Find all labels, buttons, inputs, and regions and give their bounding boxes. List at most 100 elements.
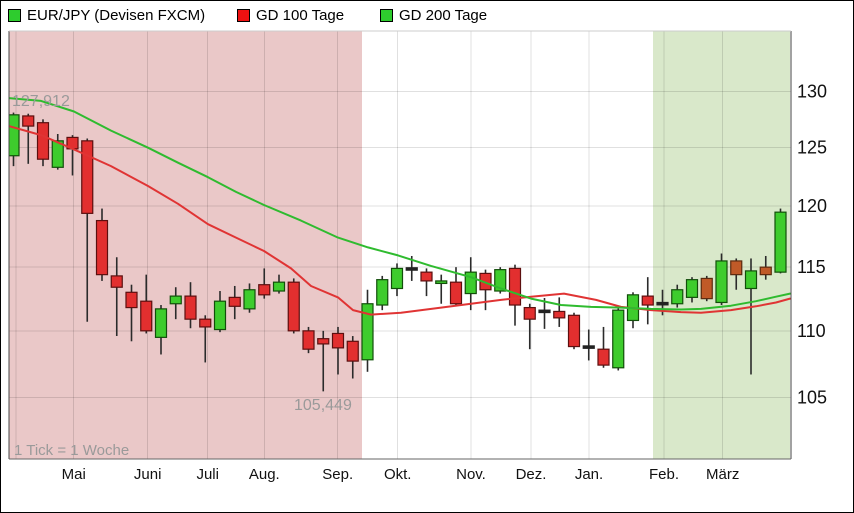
uptrend-region xyxy=(653,31,790,459)
candle xyxy=(258,268,271,299)
candle xyxy=(523,303,536,350)
candle-body xyxy=(376,279,389,306)
candle xyxy=(508,264,522,326)
candle-body xyxy=(553,310,566,319)
candle-body xyxy=(302,330,315,350)
downtrend-region xyxy=(9,31,362,459)
candle-body xyxy=(9,114,20,157)
candle-body xyxy=(213,300,227,331)
candle-body xyxy=(671,289,684,305)
candle xyxy=(110,257,123,337)
candle xyxy=(420,268,433,297)
gd200-series-swatch xyxy=(380,8,393,22)
candle xyxy=(641,277,654,325)
legend-label-eurjpy: EUR/JPY (Devisen FXCM) xyxy=(27,6,206,24)
x-axis-label: Feb. xyxy=(649,466,679,483)
x-axis-label: März xyxy=(706,466,739,483)
candle-body xyxy=(154,308,168,338)
candle-body xyxy=(523,306,536,320)
candle-body xyxy=(361,303,374,361)
candle xyxy=(228,285,241,320)
candle xyxy=(553,297,566,327)
candle-body xyxy=(228,296,241,307)
candle-body xyxy=(110,275,123,288)
candle-body xyxy=(184,295,197,320)
high-annotation: 127,912 xyxy=(12,93,70,110)
x-axis-label: Nov. xyxy=(456,466,486,483)
x-axis-label: Sep. xyxy=(322,466,353,483)
candle xyxy=(597,326,610,368)
candle-body xyxy=(140,300,153,332)
doji-body xyxy=(656,301,669,306)
candle xyxy=(715,253,728,306)
candle-body xyxy=(744,270,758,290)
y-axis-label: 130 xyxy=(797,82,827,102)
candle xyxy=(774,208,787,274)
candle xyxy=(243,283,256,313)
candle-body xyxy=(243,289,256,310)
candle-body xyxy=(494,269,507,292)
candle-body xyxy=(612,309,625,369)
gd100-line xyxy=(9,125,791,316)
legend-label-gd100: GD 100 Tage xyxy=(256,6,345,24)
candle xyxy=(730,258,743,290)
x-axis-label: Dez. xyxy=(516,466,547,483)
candle xyxy=(435,274,448,304)
candle xyxy=(287,278,300,334)
low-annotation: 105,449 xyxy=(294,397,352,414)
tick-note: 1 Tick = 1 Woche xyxy=(14,442,129,459)
y-axis-label: 125 xyxy=(797,138,827,158)
candle-body xyxy=(95,219,109,276)
candle-body xyxy=(700,277,713,300)
x-axis-label: Juni xyxy=(134,466,162,483)
candle xyxy=(51,134,64,170)
candle xyxy=(95,208,109,281)
candle xyxy=(612,307,625,371)
candle-body xyxy=(36,122,50,160)
candle xyxy=(302,326,315,354)
candle xyxy=(582,329,595,361)
candle xyxy=(626,292,640,329)
candle-body xyxy=(317,338,330,345)
candle xyxy=(346,336,359,379)
candle xyxy=(479,269,492,311)
candle-body xyxy=(641,295,654,306)
x-axis-label: Mai xyxy=(62,466,86,483)
gridlines xyxy=(9,31,791,459)
candle-body xyxy=(685,279,699,298)
candle xyxy=(700,275,713,302)
x-axis-label: Okt. xyxy=(384,466,412,483)
candle-body xyxy=(597,348,610,366)
candle-body xyxy=(272,281,286,292)
chart-legend: EUR/JPY (Devisen FXCM) GD 100 Tage GD 20… xyxy=(1,1,853,29)
x-axis-label: Juli xyxy=(196,466,219,483)
x-axis-label: Aug. xyxy=(249,466,280,483)
candle xyxy=(317,330,330,392)
candle xyxy=(272,274,286,294)
candle-body xyxy=(125,291,138,309)
candle xyxy=(759,255,772,280)
candle xyxy=(744,258,758,375)
y-axis-label: 115 xyxy=(797,257,826,277)
candle xyxy=(9,112,20,167)
candle-body xyxy=(464,271,477,295)
candle xyxy=(154,305,168,355)
eurjpy-series-swatch xyxy=(8,8,21,22)
candle xyxy=(361,289,374,372)
y-axis-label: 110 xyxy=(797,321,826,341)
candle-body xyxy=(449,281,463,305)
candle xyxy=(36,119,50,167)
candle xyxy=(685,277,699,303)
candle xyxy=(125,284,138,342)
candle-body xyxy=(715,260,728,304)
candle-body xyxy=(420,271,433,282)
candle-body xyxy=(81,140,94,214)
candle-body xyxy=(774,211,787,273)
x-axis-label: Jan. xyxy=(575,466,603,483)
doji-body xyxy=(538,309,551,314)
candle xyxy=(22,113,35,164)
doji-body xyxy=(582,345,595,349)
candle xyxy=(169,287,182,320)
legend-label-gd200: GD 200 Tage xyxy=(399,6,488,24)
